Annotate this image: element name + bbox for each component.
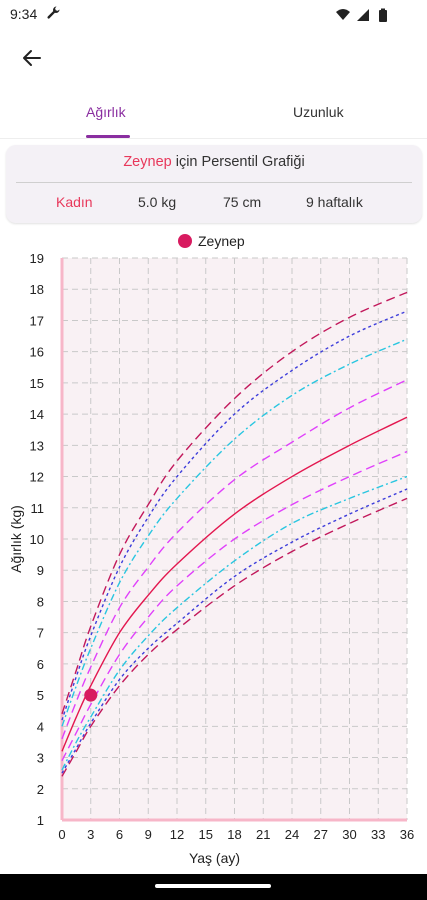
- percentile-line-8: [61, 310, 408, 721]
- y-tick-label: 9: [37, 563, 44, 578]
- baby-name: Zeynep: [123, 154, 172, 170]
- system-icons: [335, 7, 397, 28]
- percentile-line-6: [61, 379, 408, 740]
- tab-length[interactable]: Uzunluk: [293, 104, 344, 120]
- wrench-icon: [46, 5, 62, 24]
- x-tick-label: 21: [256, 827, 270, 842]
- back-arrow-icon[interactable]: [18, 44, 46, 72]
- x-tick-label: 3: [87, 827, 94, 842]
- weight-value: 5.0 kg: [138, 194, 177, 210]
- x-tick-label: 24: [285, 827, 299, 842]
- x-tick-label: 12: [170, 827, 184, 842]
- signal-icon: [357, 9, 369, 21]
- x-tick-label: 30: [342, 827, 356, 842]
- y-tick-label: 19: [30, 251, 44, 266]
- x-tick-label: 9: [145, 827, 152, 842]
- y-tick-label: 2: [37, 782, 44, 797]
- y-tick-label: 10: [30, 532, 44, 547]
- percentile-line-4: [61, 450, 408, 761]
- navigation-bar: [0, 874, 427, 900]
- y-tick-label: 3: [37, 751, 44, 766]
- card-title: Zeynep için Persentil Grafiği: [6, 154, 422, 170]
- y-tick-label: 6: [37, 657, 44, 672]
- legend-marker: [178, 234, 192, 248]
- wifi-icon: [336, 9, 350, 20]
- y-axis-label: Ağırlık (kg): [8, 505, 24, 573]
- y-tick-label: 7: [37, 626, 44, 641]
- gender-value: Kadın: [56, 194, 93, 210]
- x-tick-label: 18: [227, 827, 241, 842]
- y-tick-label: 1: [37, 813, 44, 828]
- x-tick-label: 33: [371, 827, 385, 842]
- x-tick-label: 15: [199, 827, 213, 842]
- home-gesture-pill[interactable]: [155, 884, 271, 888]
- percentile-line-1: [61, 497, 408, 777]
- y-tick-label: 4: [37, 719, 44, 734]
- y-tick-label: 8: [37, 594, 44, 609]
- height-value: 75 cm: [223, 194, 262, 210]
- y-tick-label: 14: [30, 407, 44, 422]
- percentile-line-9: [61, 291, 408, 715]
- tab-bar: Ağırlık Uzunluk: [0, 94, 427, 139]
- x-tick-label: 36: [400, 827, 414, 842]
- y-tick-label: 15: [30, 376, 44, 391]
- tab-weight[interactable]: Ağırlık: [86, 104, 126, 120]
- percentile-line-3: [61, 475, 408, 771]
- y-tick-label: 17: [30, 313, 44, 328]
- legend-label: Zeynep: [198, 233, 245, 249]
- x-tick-label: 0: [58, 827, 65, 842]
- data-point: [84, 688, 98, 702]
- x-tick-label: 6: [116, 827, 123, 842]
- tab-indicator: [86, 135, 130, 138]
- percentile-line-5: [61, 416, 408, 752]
- card-divider: [16, 182, 412, 183]
- y-tick-label: 5: [37, 688, 44, 703]
- x-axis-label: Yaş (ay): [189, 850, 240, 866]
- battery-icon: [379, 8, 387, 22]
- y-tick-label: 16: [30, 345, 44, 360]
- info-card: Zeynep için Persentil Grafiği Kadın 5.0 …: [6, 145, 422, 223]
- percentile-line-2: [61, 488, 408, 774]
- percentile-chart: 0 3 6 9 12 15 18 21 24 27 30 33 36123456789101112131…: [8, 251, 414, 866]
- y-tick-label: 11: [31, 501, 45, 516]
- status-time: 9:34: [10, 6, 38, 22]
- y-tick-label: 13: [30, 438, 44, 453]
- status-bar: 9:34: [0, 0, 427, 30]
- age-value: 9 haftalık: [306, 194, 363, 210]
- x-tick-label: 27: [314, 827, 328, 842]
- card-title-suffix: için Persentil Grafiği: [171, 154, 305, 170]
- y-tick-label: 18: [30, 282, 44, 297]
- y-tick-label: 12: [30, 470, 44, 485]
- percentile-line-7: [61, 338, 408, 727]
